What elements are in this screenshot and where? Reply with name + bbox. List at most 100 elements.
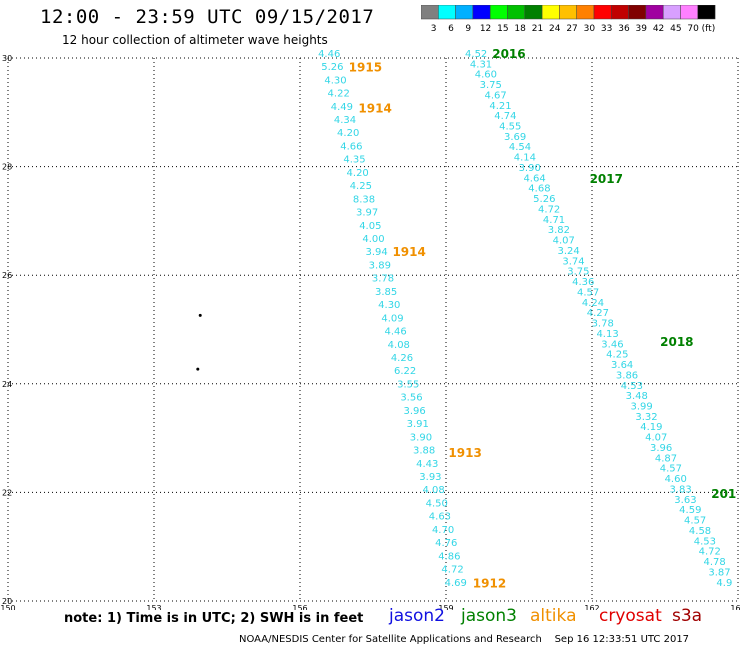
wave-height-value: 3.75 bbox=[480, 80, 502, 91]
lon-tick-label: 165 bbox=[730, 604, 740, 610]
lon-tick-label: 159 bbox=[438, 604, 453, 610]
legend-s3a: s3a bbox=[672, 606, 703, 626]
legend-altika: altika bbox=[530, 606, 577, 626]
wave-height-value: 3.86 bbox=[616, 370, 638, 381]
wave-height-value: 4.66 bbox=[340, 141, 362, 152]
wave-height-value: 3.78 bbox=[372, 274, 394, 285]
wave-height-value: 4.36 bbox=[572, 277, 594, 288]
footer-credit: NOAA/NESDIS Center for Satellite Applica… bbox=[239, 634, 690, 645]
wave-height-value: 4.60 bbox=[665, 474, 687, 485]
chart-subtitle: 12 hour collection of altimeter wave hei… bbox=[62, 33, 328, 47]
wave-height-value: 3.96 bbox=[403, 406, 425, 417]
legend-jason3: jason3 bbox=[461, 606, 517, 626]
time-label: 201 bbox=[711, 487, 736, 501]
wave-height-value: 4.21 bbox=[489, 101, 511, 112]
wave-height-value: 4.30 bbox=[324, 75, 346, 86]
wave-height-value: 3.24 bbox=[558, 246, 580, 257]
wave-height-value: 4.14 bbox=[514, 153, 536, 164]
wave-height-value: 4.07 bbox=[553, 236, 575, 247]
wave-height-value: 4.58 bbox=[689, 526, 711, 537]
color-scale-label: 27 bbox=[566, 24, 577, 34]
wave-height-value: 4.22 bbox=[328, 89, 350, 100]
wave-height-value: 4.78 bbox=[704, 557, 726, 568]
wave-height-value: 3.64 bbox=[611, 360, 633, 371]
wave-height-value: 4.59 bbox=[679, 505, 701, 516]
island-marker bbox=[198, 313, 202, 317]
wave-height-value: 4.9 bbox=[716, 578, 732, 589]
wave-height-value: 4.35 bbox=[343, 155, 365, 166]
time-label: 2018 bbox=[660, 335, 693, 349]
wave-height-value: 3.48 bbox=[626, 391, 648, 402]
lat-tick-label: 26 bbox=[2, 271, 12, 280]
wave-height-value: 3.97 bbox=[356, 208, 378, 219]
chart-title: 12:00 - 23:59 UTC 09/15/2017 bbox=[40, 6, 375, 28]
wave-height-value: 3.75 bbox=[567, 267, 589, 278]
wave-height-value: 4.49 bbox=[331, 102, 353, 113]
altimeter-map: 3028262422201501531561591621654.465.264.… bbox=[0, 47, 740, 610]
wave-height-value: 6.22 bbox=[394, 366, 416, 377]
time-label: 2016 bbox=[492, 47, 525, 61]
wave-height-value: 4.34 bbox=[334, 115, 356, 126]
lat-tick-label: 20 bbox=[2, 597, 12, 606]
wave-height-value: 4.57 bbox=[660, 464, 682, 475]
wave-height-value: 4.53 bbox=[694, 536, 716, 547]
island-marker bbox=[196, 367, 200, 371]
color-scale-label: 36 bbox=[618, 24, 630, 34]
wave-height-value: 4.72 bbox=[699, 547, 721, 558]
color-scale-label: 12 bbox=[480, 24, 491, 34]
wave-height-value: 3.94 bbox=[366, 247, 388, 258]
wave-height-value: 3.96 bbox=[650, 443, 672, 454]
wave-height-value: 4.57 bbox=[684, 516, 706, 527]
lon-tick-label: 162 bbox=[584, 604, 599, 610]
wave-height-value: 4.08 bbox=[388, 340, 410, 351]
wave-height-value: 4.55 bbox=[499, 122, 521, 133]
color-scale-label: 3 bbox=[431, 24, 437, 34]
color-scale-label: 21 bbox=[532, 24, 543, 34]
lat-tick-label: 28 bbox=[2, 163, 12, 172]
wave-height-value: 3.32 bbox=[635, 412, 657, 423]
wave-height-value: 4.25 bbox=[350, 181, 372, 192]
wave-height-value: 3.90 bbox=[410, 432, 432, 443]
wave-height-value: 4.00 bbox=[362, 234, 384, 245]
wave-height-value: 8.38 bbox=[353, 194, 375, 205]
wave-height-value: 4.72 bbox=[441, 565, 463, 576]
legend-jason2: jason2 bbox=[389, 606, 445, 626]
wave-height-value: 4.76 bbox=[435, 538, 457, 549]
wave-height-value: 3.93 bbox=[419, 472, 441, 483]
wave-height-value: 4.26 bbox=[391, 353, 413, 364]
wave-height-value: 4.27 bbox=[587, 308, 609, 319]
wave-height-value: 4.20 bbox=[337, 128, 359, 139]
wave-height-value: 3.91 bbox=[407, 419, 429, 430]
color-swatch bbox=[697, 5, 716, 20]
lat-tick-label: 22 bbox=[2, 488, 12, 497]
wave-height-value: 3.69 bbox=[504, 132, 526, 143]
wave-height-value: 4.13 bbox=[596, 329, 618, 340]
time-label: 1914 bbox=[392, 245, 425, 259]
wave-height-value: 3.87 bbox=[708, 567, 730, 578]
wave-height-value: 4.50 bbox=[426, 498, 448, 509]
color-scale-label: 30 bbox=[584, 24, 596, 34]
color-scale: 3 6 9 12 15 18 21 24 27 30 33 36 39 42 45 70 (ft) bbox=[421, 5, 716, 34]
wave-height-value: 3.85 bbox=[375, 287, 397, 298]
color-scale-label: 15 bbox=[497, 24, 508, 34]
wave-height-value: 4.87 bbox=[655, 453, 677, 464]
wave-height-value: 4.63 bbox=[429, 512, 451, 523]
color-scale-label: 24 bbox=[549, 24, 561, 34]
wave-height-value: 3.88 bbox=[413, 446, 435, 457]
lon-tick-label: 153 bbox=[146, 604, 161, 610]
wave-height-value: 5.26 bbox=[533, 194, 555, 205]
wave-height-value: 4.86 bbox=[438, 551, 460, 562]
lon-tick-label: 156 bbox=[292, 604, 307, 610]
time-label: 1913 bbox=[448, 446, 481, 460]
wave-height-value: 4.67 bbox=[485, 90, 507, 101]
wave-height-value: 3.82 bbox=[548, 225, 570, 236]
color-scale-label: 9 bbox=[465, 24, 471, 34]
wave-height-value: 3.90 bbox=[519, 163, 541, 174]
wave-height-value: 3.89 bbox=[369, 260, 391, 271]
wave-height-value: 5.26 bbox=[321, 62, 343, 73]
wave-height-value: 4.46 bbox=[384, 327, 406, 338]
wave-height-value: 4.52 bbox=[465, 49, 487, 60]
color-scale-label: 18 bbox=[514, 24, 526, 34]
wave-height-value: 4.54 bbox=[509, 142, 531, 153]
wave-height-value: 4.69 bbox=[445, 578, 467, 589]
